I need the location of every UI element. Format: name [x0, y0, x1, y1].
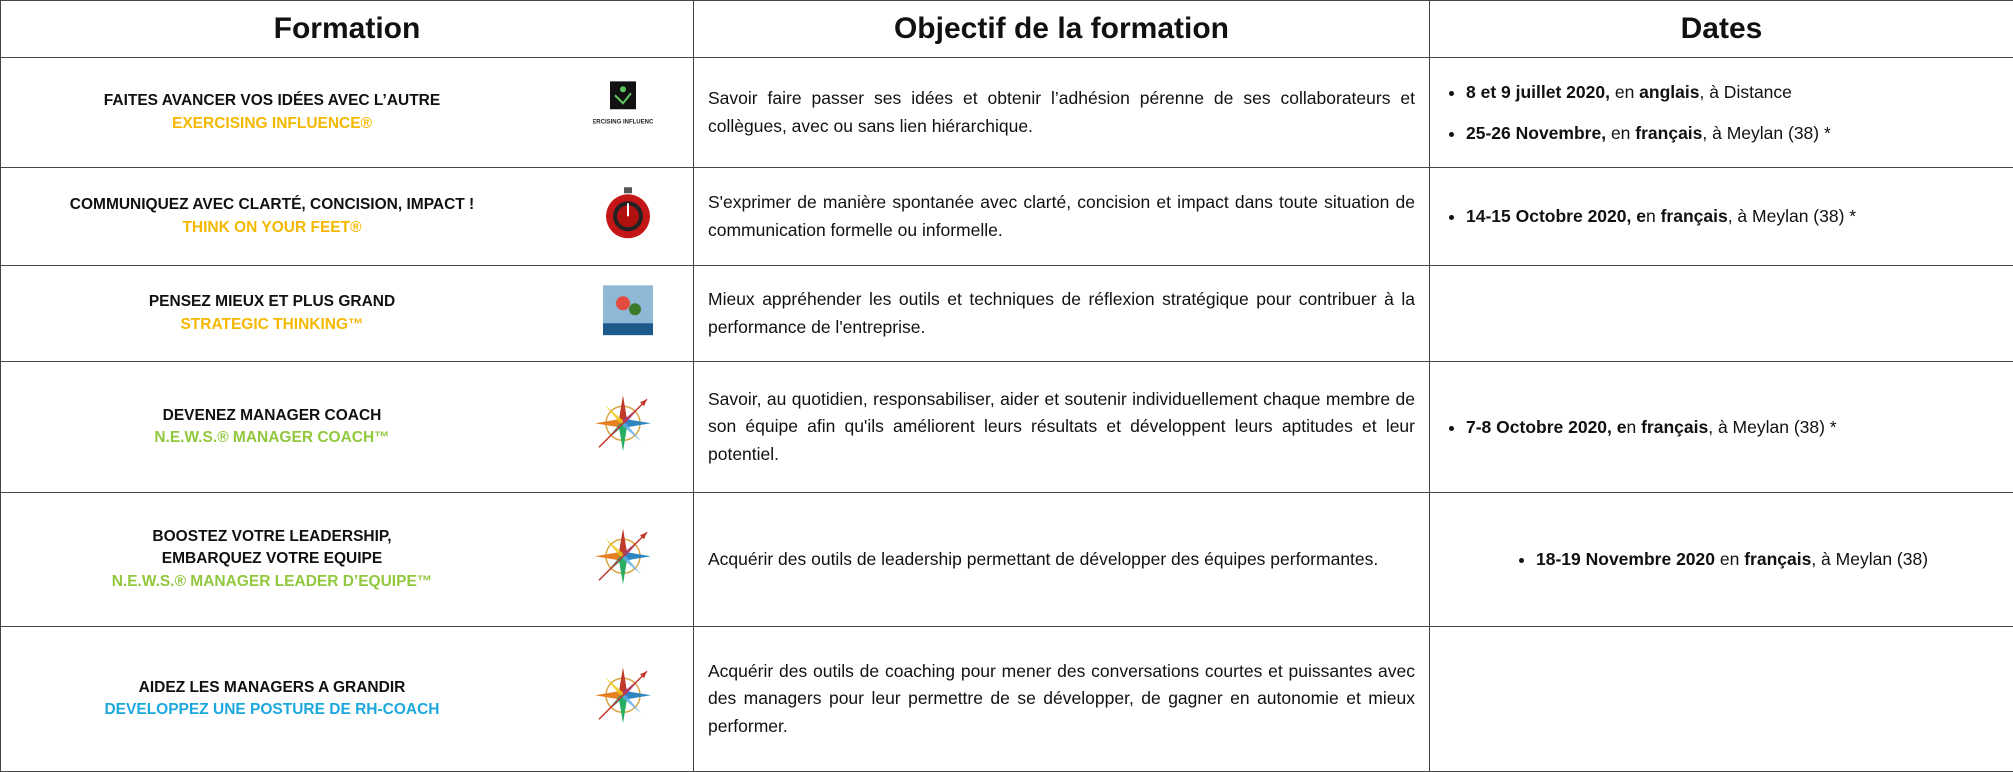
icon — [593, 665, 653, 725]
course-row: COMMUNIQUEZ AVEC CLARTÉ, CONCISION, IMPA… — [0, 167, 2013, 266]
course-subtitle: THINK ON YOUR FEET® — [182, 218, 362, 236]
header-cell: Formation — [0, 0, 694, 58]
date-list: 14-15 Octobre 2020, en français, à Meyla… — [1444, 206, 2013, 227]
course-row: BOOSTEZ VOTRE LEADERSHIP, EMBARQUEZ VOTRE… — [0, 492, 2013, 627]
icon — [606, 186, 650, 238]
date-item: 25-26 Novembre, en français, à Meylan (3… — [1466, 123, 2013, 144]
course-row: AIDEZ LES MANAGERS A GRANDIR DEVELOPPEZ U… — [0, 626, 2013, 772]
header-cell: Objectif de la formation — [693, 0, 1430, 58]
date-part: , à Meylan (38) * — [1702, 122, 1831, 143]
date-part: 25-26 Novembre, — [1466, 122, 1607, 143]
date-part: , à Meylan (38) * — [1727, 206, 1857, 226]
objective-text: Savoir, au quotidien, responsabiliser, a… — [708, 389, 1415, 464]
icon — [603, 284, 653, 335]
course-icon — [603, 185, 653, 248]
dates-cell — [1429, 265, 2013, 362]
date-part: 18-19 Novembre 2020 — [1536, 549, 1715, 569]
course-subtitle: N.E.W.S.® MANAGER LEADER D’EQUIPE™ — [111, 572, 433, 590]
date-item: 14-15 Octobre 2020, en français, à Meyla… — [1466, 206, 2013, 227]
objective-cell: Mieux appréhender les outils et techniqu… — [693, 265, 1430, 362]
course-icon — [593, 665, 653, 732]
date-list: 7-8 Octobre 2020, en français, à Meylan … — [1444, 417, 2013, 438]
course-subtitle: STRATEGIC THINKING™ — [180, 315, 364, 333]
formation-cell: COMMUNIQUEZ AVEC CLARTÉ, CONCISION, IMPA… — [0, 167, 694, 266]
formation-cell: AIDEZ LES MANAGERS A GRANDIR DEVELOPPEZ U… — [0, 626, 694, 772]
header-cell: Dates — [1429, 0, 2013, 58]
date-part: 14-15 Octobre 2020, e — [1466, 206, 1646, 226]
icon-caption: EXERCISING INFLUENCE® — [593, 118, 653, 125]
objective-cell: Acquérir des outils de coaching pour men… — [693, 626, 1430, 772]
icon — [593, 526, 653, 586]
course-icon — [593, 526, 653, 593]
objective-text: Acquérir des outils de leadership permet… — [708, 548, 1379, 569]
date-item: 7-8 Octobre 2020, en français, à Meylan … — [1466, 417, 2013, 438]
dates-cell: 14-15 Octobre 2020, en français, à Meyla… — [1429, 167, 2013, 266]
objective-text: Savoir faire passer ses idées et obtenir… — [708, 88, 1415, 136]
objective-text: Mieux appréhender les outils et techniqu… — [708, 289, 1415, 337]
course-title: AIDEZ LES MANAGERS A GRANDIR — [138, 678, 406, 696]
objective-text: S'exprimer de manière spontanée avec cla… — [708, 192, 1415, 240]
icon: EXERCISING INFLUENCE® — [584, 80, 662, 125]
objective-cell: Savoir, au quotidien, responsabiliser, a… — [693, 361, 1430, 493]
date-part: , à Meylan (38) — [1811, 549, 1929, 569]
date-part: 7-8 Octobre 2020, e — [1466, 416, 1627, 437]
dates-cell: 8 et 9 juillet 2020, en anglais, à Dista… — [1429, 57, 2013, 168]
date-part: français — [1660, 206, 1728, 226]
course-subtitle: DEVELOPPEZ UNE POSTURE DE RH-COACH — [104, 701, 440, 718]
course-title: PENSEZ MIEUX ET PLUS GRAND — [148, 293, 396, 311]
date-part: n — [1645, 206, 1661, 226]
course-icon — [603, 284, 653, 342]
date-part: anglais — [1639, 81, 1700, 102]
header-row: Formation Objectif de la formation Dates — [0, 0, 2013, 58]
formation-cell: BOOSTEZ VOTRE LEADERSHIP, EMBARQUEZ VOTRE… — [0, 492, 694, 627]
date-part: français — [1641, 416, 1709, 437]
formation-cell: DEVENEZ MANAGER COACH N.E.W.S.® MANAGER C… — [0, 361, 694, 493]
date-part: en — [1609, 81, 1640, 102]
date-part: en — [1715, 549, 1745, 569]
course-title: BOOSTEZ VOTRE LEADERSHIP, — [152, 527, 392, 545]
date-part: , à Distance — [1699, 81, 1792, 102]
course-title: DEVENEZ MANAGER COACH — [162, 406, 382, 424]
date-part: français — [1744, 549, 1812, 569]
course-icon: EXERCISING INFLUENCE® — [584, 80, 662, 144]
course-icon — [593, 393, 653, 460]
date-list: 18-19 Novembre 2020 en français, à Meyla… — [1444, 549, 2013, 570]
date-list: 8 et 9 juillet 2020, en anglais, à Dista… — [1444, 82, 2013, 144]
date-item: 8 et 9 juillet 2020, en anglais, à Dista… — [1466, 82, 2013, 103]
date-part: , à Meylan (38) * — [1708, 416, 1837, 437]
objective-cell: Acquérir des outils de leadership permet… — [693, 492, 1430, 627]
dates-cell: 18-19 Novembre 2020 en français, à Meyla… — [1429, 492, 2013, 627]
dates-cell: 7-8 Octobre 2020, en français, à Meylan … — [1429, 361, 2013, 493]
date-part: français — [1635, 122, 1703, 143]
course-subtitle: EXERCISING INFLUENCE® — [171, 114, 373, 132]
date-part: n — [1626, 416, 1642, 437]
course-row: DEVENEZ MANAGER COACH N.E.W.S.® MANAGER C… — [0, 361, 2013, 493]
date-part: 8 et 9 juillet 2020, — [1466, 81, 1610, 102]
course-title: EMBARQUEZ VOTRE EQUIPE — [161, 550, 383, 568]
formation-cell: PENSEZ MIEUX ET PLUS GRAND STRATEGIC THIN… — [0, 265, 694, 362]
icon — [593, 393, 653, 453]
course-row: FAITES AVANCER VOS IDÉES AVEC L’AUTRE EXE… — [0, 57, 2013, 168]
objective-text: Acquérir des outils de coaching pour men… — [708, 661, 1415, 736]
formation-cell: FAITES AVANCER VOS IDÉES AVEC L’AUTRE EXE… — [0, 57, 694, 168]
course-row: PENSEZ MIEUX ET PLUS GRAND STRATEGIC THIN… — [0, 265, 2013, 362]
course-title: FAITES AVANCER VOS IDÉES AVEC L’AUTRE — [103, 92, 441, 110]
objective-cell: S'exprimer de manière spontanée avec cla… — [693, 167, 1430, 266]
objective-cell: Savoir faire passer ses idées et obtenir… — [693, 57, 1430, 168]
date-item: 18-19 Novembre 2020 en français, à Meyla… — [1536, 549, 2013, 570]
dates-cell — [1429, 626, 2013, 772]
course-title: COMMUNIQUEZ AVEC CLARTÉ, CONCISION, IMPA… — [69, 196, 475, 214]
date-part: en — [1606, 122, 1636, 143]
course-subtitle: N.E.W.S.® MANAGER COACH™ — [154, 429, 390, 446]
